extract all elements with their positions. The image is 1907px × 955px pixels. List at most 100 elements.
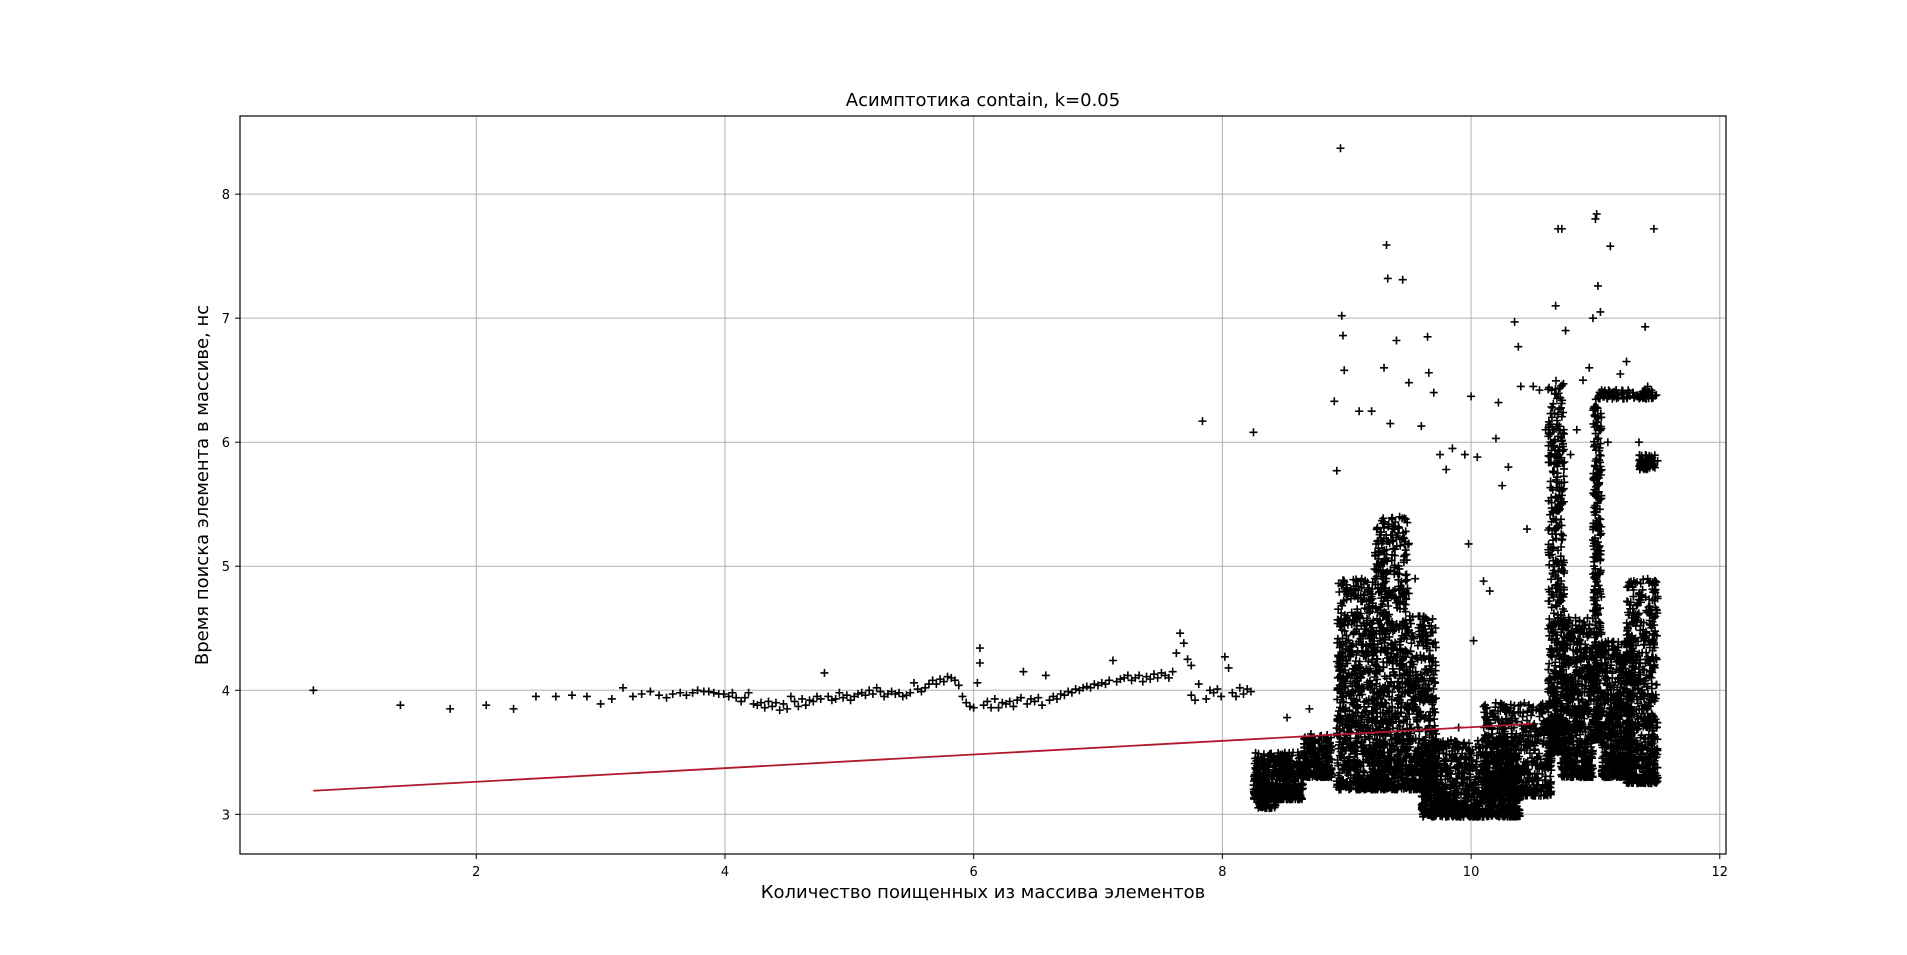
data-point: [1168, 667, 1177, 676]
data-point: [1213, 685, 1222, 694]
data-point: [979, 701, 988, 710]
data-point: [655, 691, 664, 700]
data-point: [1628, 388, 1637, 397]
data-point: [973, 678, 982, 687]
data-point: [1005, 697, 1014, 706]
data-point: [732, 693, 741, 702]
data-point: [831, 694, 840, 703]
data-point: [1339, 331, 1347, 340]
data-point: [1263, 773, 1272, 782]
data-point: [704, 687, 713, 696]
data-point: [1228, 688, 1237, 697]
y-tick-label: 4: [222, 684, 230, 699]
data-point: [1217, 692, 1226, 701]
data-point: [801, 701, 810, 710]
data-point: [1634, 438, 1643, 447]
y-tick-label: 5: [222, 560, 230, 575]
data-point: [568, 691, 577, 700]
data-point: [1332, 466, 1341, 475]
data-point: [1292, 763, 1301, 772]
data-point: [975, 644, 984, 653]
data-point: [1082, 682, 1091, 691]
data-point: [1097, 678, 1106, 687]
data-point: [1561, 326, 1570, 335]
data-point: [975, 658, 984, 667]
data-point: [1135, 671, 1144, 680]
data-point: [1448, 444, 1457, 453]
data-point: [1593, 281, 1602, 290]
data-point: [1423, 332, 1432, 341]
data-point: [891, 689, 900, 698]
x-axis-ticks: 2 4 6 8 10 12: [472, 854, 1728, 880]
data-point: [898, 692, 907, 701]
data-point: [1435, 450, 1444, 459]
y-tick-label: 7: [222, 312, 230, 327]
data-point: [728, 688, 737, 697]
data-point: [1494, 398, 1503, 407]
y-axis-label: Время поиска элемента в массиве, нс: [192, 305, 213, 665]
data-point: [1209, 688, 1218, 697]
data-point: [1603, 438, 1612, 447]
data-point: [1090, 680, 1099, 689]
data-point: [1523, 525, 1532, 534]
data-point: [965, 702, 974, 711]
data-point: [1653, 456, 1662, 465]
data-point: [628, 692, 637, 701]
data-point: [1336, 144, 1345, 153]
data-point: [1334, 673, 1343, 682]
data-point: [998, 698, 1007, 707]
data-point: [1198, 417, 1207, 426]
data-point: [760, 703, 769, 712]
data-point: [1268, 775, 1277, 784]
data-point: [1647, 386, 1656, 395]
data-point: [1064, 687, 1073, 696]
x-tick-label: 6: [970, 865, 978, 880]
data-point: [865, 686, 874, 695]
data-point: [1164, 673, 1173, 682]
data-point: [783, 704, 792, 713]
data-point: [607, 694, 616, 703]
data-point: [809, 697, 818, 706]
data-point: [1355, 407, 1364, 416]
data-point: [990, 694, 999, 703]
data-point: [1149, 670, 1158, 679]
data-point: [790, 697, 799, 706]
data-point: [1367, 407, 1376, 416]
data-point: [932, 680, 941, 689]
data-point: [994, 703, 1003, 712]
data-point: [1388, 537, 1397, 546]
data-point: [1330, 397, 1339, 406]
data-point: [983, 697, 992, 706]
data-point: [1187, 691, 1196, 700]
data-point: [693, 686, 702, 695]
data-point: [1588, 314, 1597, 323]
y-axis-ticks: 3 4 5 6 7 8: [222, 188, 240, 823]
data-point: [827, 696, 836, 705]
data-point: [1176, 629, 1185, 638]
scatter-points: [309, 144, 1662, 821]
data-point: [1179, 639, 1188, 648]
data-point: [1246, 687, 1255, 696]
data-point: [1547, 413, 1556, 422]
data-point: [1557, 224, 1566, 233]
data-point: [842, 691, 851, 700]
data-point: [854, 689, 863, 698]
data-point: [872, 683, 881, 692]
data-point: [1516, 382, 1525, 391]
data-point: [1056, 689, 1065, 698]
data-point: [1510, 317, 1519, 326]
data-point: [1467, 392, 1476, 401]
data-point: [1030, 697, 1039, 706]
data-point: [1138, 677, 1147, 686]
data-point: [1086, 683, 1095, 692]
data-point: [1585, 363, 1594, 372]
data-point: [1382, 240, 1391, 249]
data-point: [1460, 450, 1469, 459]
data-point: [987, 703, 996, 712]
data-point: [1643, 382, 1652, 391]
data-point: [1016, 693, 1025, 702]
data-point: [1305, 748, 1314, 757]
data-point: [309, 686, 318, 695]
data-point: [1194, 680, 1203, 689]
